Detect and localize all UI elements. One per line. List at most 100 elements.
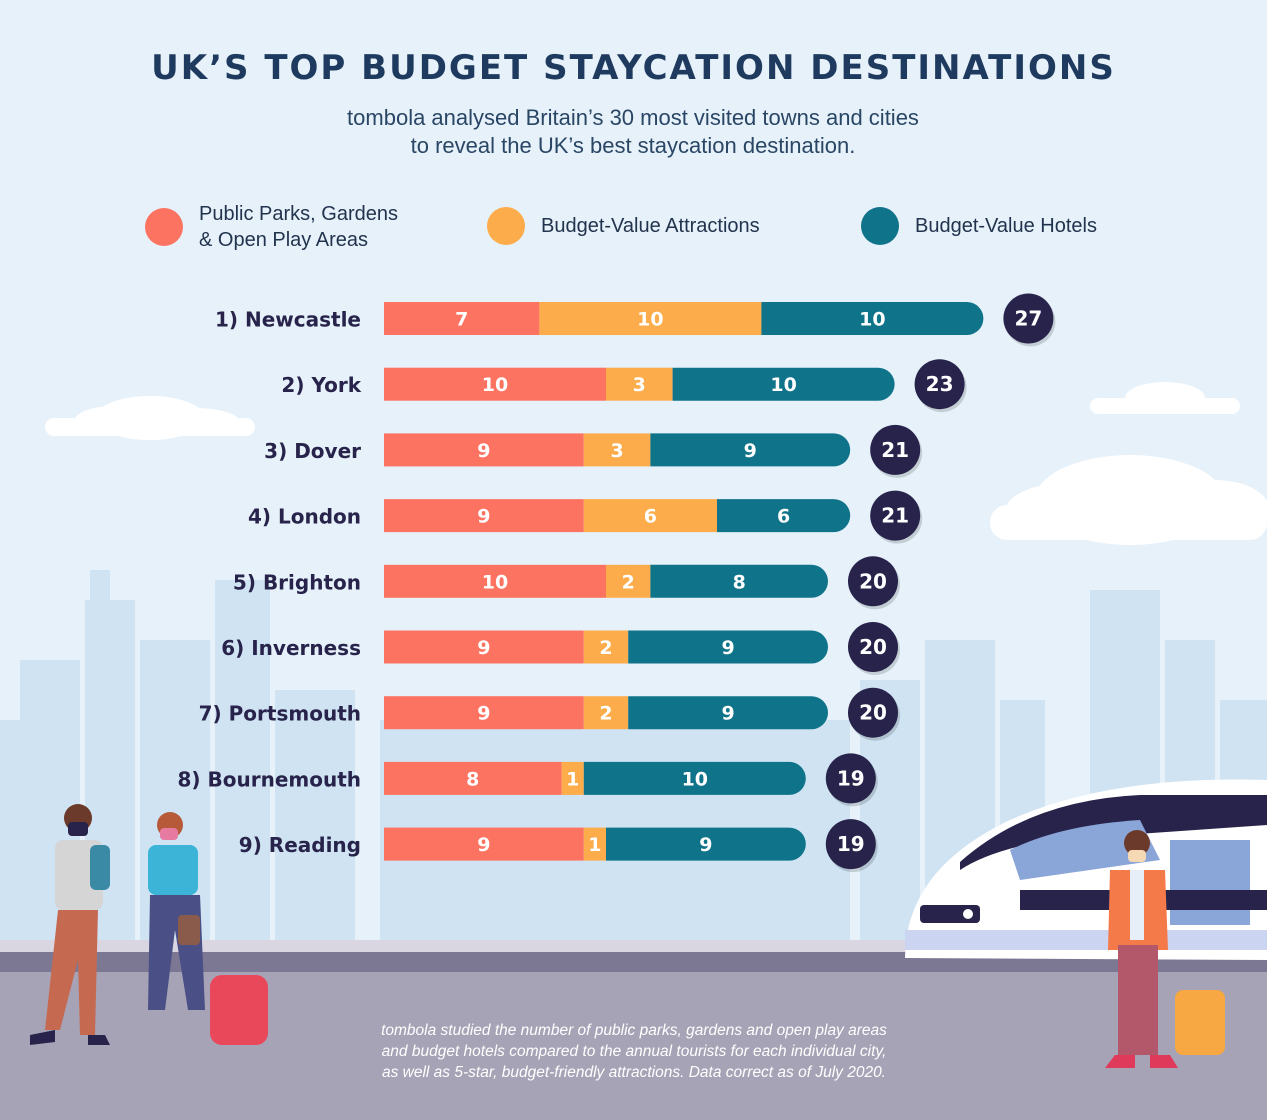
category-label-7-portsmouth: 7) Portsmouth [199, 702, 361, 726]
total-label-4-london: 21 [881, 504, 909, 528]
data-label-3-dover-1: 3 [610, 440, 623, 462]
footnote-line-2: and budget hotels compared to the annual… [381, 1043, 887, 1060]
data-label-9-reading-0: 9 [477, 834, 490, 856]
total-label-7-portsmouth: 20 [859, 701, 887, 725]
cloud-right-large [990, 455, 1267, 545]
data-label-4-london-1: 6 [644, 506, 657, 528]
traveller-couple-illustration [30, 804, 268, 1045]
legend-item-hotels: Budget-Value Hotels [861, 207, 1097, 245]
data-label-2-york-2: 10 [770, 374, 796, 396]
category-label-1-newcastle: 1) Newcastle [215, 308, 361, 332]
legend-label-hotels: Budget-Value Hotels [915, 215, 1097, 237]
train-illustration [905, 779, 1267, 960]
data-label-4-london-2: 6 [777, 506, 790, 528]
legend-swatch-hotels [861, 207, 899, 245]
bar-segment-9-reading-1 [583, 827, 606, 861]
total-label-8-bournemouth: 19 [837, 766, 865, 790]
bar-segment-2-york-0 [384, 367, 606, 401]
legend-item-parks: Public Parks, Gardens & Open Play Areas [145, 201, 398, 253]
bar-segment-3-dover-2 [650, 433, 851, 467]
page-subtitle: tombola analysed Britain’s 30 most visit… [283, 104, 983, 160]
traveller-man-illustration [1105, 830, 1225, 1068]
bar-segment-3-dover-0 [384, 433, 584, 467]
bar-segment-8-bournemouth-1 [561, 761, 584, 795]
subtitle-line-1: tombola analysed Britain’s 30 most visit… [347, 105, 919, 130]
data-label-1-newcastle-2: 10 [859, 309, 885, 331]
bar-segment-5-brighton-2 [650, 564, 828, 598]
bar-segment-9-reading-0 [384, 827, 584, 861]
category-label-9-reading: 9) Reading [239, 833, 361, 857]
footnote-line-3: as well as 5-star, budget-friendly attra… [382, 1064, 886, 1081]
total-badge-2-york [914, 359, 965, 410]
total-badge-8-bournemouth [825, 753, 876, 804]
bar-segment-4-london-0 [384, 499, 584, 533]
cloud-left [45, 396, 255, 440]
total-label-3-dover: 21 [881, 438, 909, 462]
bar-segment-7-portsmouth-2 [628, 696, 828, 730]
total-label-1-newcastle: 27 [1014, 307, 1042, 331]
data-label-5-brighton-1: 2 [622, 571, 635, 593]
total-label-2-york: 23 [926, 372, 954, 396]
data-label-7-portsmouth-1: 2 [599, 703, 612, 725]
data-label-9-reading-1: 1 [588, 834, 601, 856]
category-label-5-brighton: 5) Brighton [233, 570, 361, 594]
data-label-7-portsmouth-2: 9 [721, 703, 734, 725]
data-label-5-brighton-0: 10 [482, 571, 508, 593]
total-badge-4-london [870, 490, 921, 541]
category-label-6-inverness: 6) Inverness [221, 636, 361, 660]
bar-segment-8-bournemouth-0 [384, 761, 562, 795]
bar-segment-4-london-2 [717, 499, 851, 533]
bar-segment-1-newcastle-0 [384, 302, 540, 335]
data-label-6-inverness-1: 2 [599, 637, 612, 659]
bar-segment-1-newcastle-2 [761, 302, 984, 335]
data-label-8-bournemouth-2: 10 [682, 768, 708, 790]
bar-segment-7-portsmouth-1 [583, 696, 629, 730]
footnote-line-1: tombola studied the number of public par… [381, 1022, 887, 1039]
total-badge-3-dover [870, 424, 921, 475]
data-label-5-brighton-2: 8 [733, 571, 746, 593]
subtitle-line-2: to reveal the UK’s best staycation desti… [410, 133, 856, 158]
data-label-8-bournemouth-0: 8 [466, 768, 479, 790]
total-label-5-brighton: 20 [859, 569, 887, 593]
category-label-8-bournemouth: 8) Bournemouth [177, 767, 361, 791]
bar-segment-5-brighton-1 [606, 564, 651, 598]
bar-segment-2-york-2 [672, 367, 895, 401]
legend-label-parks: Public Parks, Gardens & Open Play Areas [199, 203, 398, 251]
bar-segment-9-reading-2 [606, 827, 806, 861]
bar-segment-7-portsmouth-0 [384, 696, 584, 730]
bar-segment-6-inverness-2 [628, 630, 828, 664]
bar-segment-2-york-1 [606, 367, 673, 401]
category-label-4-london: 4) London [248, 505, 361, 529]
category-label-2-york: 2) York [281, 373, 361, 397]
footnote: tombola studied the number of public par… [300, 1020, 968, 1083]
bar-segment-8-bournemouth-2 [583, 761, 806, 795]
bar-segment-6-inverness-0 [384, 630, 584, 664]
data-label-6-inverness-2: 9 [721, 637, 734, 659]
data-label-7-portsmouth-0: 9 [477, 703, 490, 725]
data-label-3-dover-2: 9 [744, 440, 757, 462]
data-label-8-bournemouth-1: 1 [566, 768, 579, 790]
total-badge-6-inverness [848, 622, 898, 672]
legend-swatch-parks [145, 208, 183, 246]
total-badge-5-brighton [848, 556, 898, 607]
page-title: UK’S TOP BUDGET STAYCATION DESTINATIONS [151, 48, 1116, 88]
data-label-2-york-0: 10 [482, 374, 508, 396]
total-badge-1-newcastle [1003, 293, 1054, 344]
data-label-2-york-1: 3 [633, 374, 646, 396]
total-label-6-inverness: 20 [859, 635, 887, 659]
bar-segment-6-inverness-1 [583, 630, 629, 664]
legend-item-attractions: Budget-Value Attractions [487, 207, 760, 245]
legend-swatch-attractions [487, 207, 525, 245]
bar-segment-1-newcastle-1 [539, 302, 762, 335]
category-label-3-dover: 3) Dover [264, 439, 361, 463]
data-label-3-dover-0: 9 [477, 440, 490, 462]
bar-segment-3-dover-1 [583, 433, 651, 467]
data-label-9-reading-2: 9 [699, 834, 712, 856]
data-label-4-london-0: 9 [477, 506, 490, 528]
bar-segment-5-brighton-0 [384, 564, 606, 598]
legend-label-attractions: Budget-Value Attractions [541, 215, 760, 237]
total-badge-9-reading [825, 819, 876, 870]
data-label-6-inverness-0: 9 [477, 637, 490, 659]
total-label-9-reading: 19 [837, 832, 865, 856]
data-label-1-newcastle-1: 10 [637, 309, 663, 331]
